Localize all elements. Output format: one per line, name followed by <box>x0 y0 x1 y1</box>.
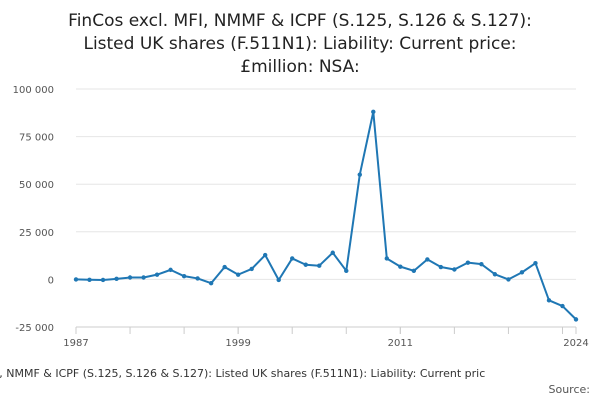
data-point <box>208 281 214 286</box>
x-tick-label: 2011 <box>388 338 413 349</box>
y-tick-label: 100 000 <box>13 85 54 96</box>
data-point <box>262 252 268 258</box>
y-tick-label: 25 000 <box>19 228 54 239</box>
data-point <box>546 298 552 303</box>
data-point <box>330 250 335 255</box>
series-line <box>75 110 577 321</box>
data-point <box>168 267 173 273</box>
data-point <box>317 263 322 268</box>
data-point <box>344 268 349 274</box>
data-point <box>398 264 403 269</box>
y-tick-label: 50 000 <box>19 180 54 191</box>
y-tick-label: -25 000 <box>15 323 54 334</box>
data-point <box>290 256 295 261</box>
data-point <box>425 257 430 262</box>
data-point <box>141 275 146 280</box>
data-point <box>276 277 281 283</box>
source-label: Source: <box>549 383 591 396</box>
x-axis: 1987 1999 2011 2024 <box>63 326 589 349</box>
data-point <box>154 272 160 277</box>
data-point <box>371 109 376 115</box>
title-line-3: £million: NSA: <box>240 57 359 77</box>
x-tick-label: 2024 <box>563 338 588 349</box>
data-point <box>492 272 498 277</box>
chart-title: FinCos excl. MFI, NMMF & ICPF (S.125, S.… <box>68 11 532 77</box>
series-layer <box>73 109 579 322</box>
data-point <box>411 268 417 274</box>
data-point <box>73 277 79 282</box>
y-tick-label: 0 <box>48 275 54 286</box>
title-line-2: Listed UK shares (F.511N1): Liability: C… <box>83 34 516 54</box>
data-point <box>479 261 484 267</box>
data-point <box>573 317 579 322</box>
data-point <box>438 264 444 270</box>
y-tick-label: 75 000 <box>19 133 54 144</box>
data-point <box>87 277 92 282</box>
footer-series-title: I, NMMF & ICPF (S.125, S.126 & S.127): L… <box>0 367 485 380</box>
y-axis-tick-labels: 100 000 75 000 50 000 25 000 0 -25 000 <box>13 85 54 334</box>
data-point <box>506 277 511 282</box>
data-point <box>100 277 106 283</box>
data-point <box>452 267 457 272</box>
data-point <box>357 172 362 177</box>
data-point <box>519 270 525 275</box>
data-point <box>235 272 241 277</box>
data-point <box>114 276 119 282</box>
x-tick-label: 1999 <box>225 338 250 349</box>
x-tick-label: 1987 <box>63 338 88 349</box>
data-point <box>533 261 538 266</box>
data-point <box>195 276 200 281</box>
data-point <box>560 303 565 309</box>
data-point <box>127 275 133 280</box>
title-line-1: FinCos excl. MFI, NMMF & ICPF (S.125, S.… <box>68 11 532 31</box>
footer: I, NMMF & ICPF (S.125, S.126 & S.127): L… <box>0 367 590 396</box>
data-point <box>384 256 390 261</box>
data-point <box>465 260 471 265</box>
data-point <box>181 273 187 279</box>
data-point <box>249 266 254 272</box>
data-point <box>303 262 308 267</box>
data-point <box>222 264 227 270</box>
gridlines <box>76 88 576 328</box>
